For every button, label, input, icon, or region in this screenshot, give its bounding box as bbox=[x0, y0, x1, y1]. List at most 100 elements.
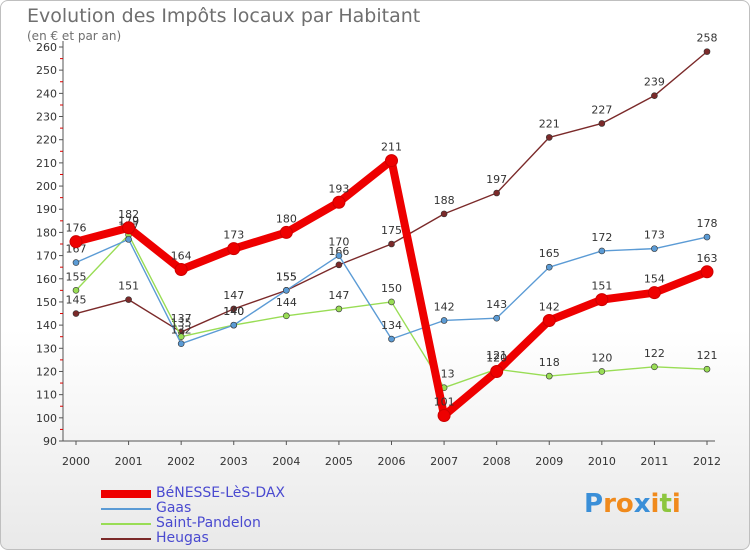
data-label-b-nesse-l-s-dax: 193 bbox=[328, 182, 349, 195]
data-label-b-nesse-l-s-dax: 120 bbox=[486, 351, 507, 364]
data-point-b-nesse-l-s-dax bbox=[332, 195, 346, 209]
data-label-heugas: 166 bbox=[328, 245, 349, 258]
data-point-saint-pandelon bbox=[388, 298, 395, 306]
data-point-b-nesse-l-s-dax bbox=[122, 221, 136, 235]
data-point-saint-pandelon bbox=[72, 287, 80, 294]
legend-label-b-nesse-l-s-dax: BéNESSE-LèS-DAX bbox=[156, 485, 286, 501]
data-label-gaas: 178 bbox=[697, 217, 718, 230]
y-tick-label: 90 bbox=[43, 435, 57, 448]
data-label-saint-pandelon: 121 bbox=[486, 349, 507, 362]
x-tick-label: 2003 bbox=[220, 455, 248, 468]
data-point-heugas bbox=[598, 120, 606, 127]
data-label-heugas: 227 bbox=[591, 103, 612, 116]
data-label-saint-pandelon: 147 bbox=[328, 289, 349, 302]
data-point-heugas bbox=[230, 305, 238, 313]
data-label-gaas: 173 bbox=[644, 229, 665, 242]
data-label-gaas: 140 bbox=[223, 305, 244, 318]
data-point-gaas bbox=[125, 236, 132, 243]
x-tick-label: 2006 bbox=[378, 455, 406, 468]
data-label-b-nesse-l-s-dax: 154 bbox=[644, 273, 665, 286]
y-tick-label: 250 bbox=[36, 64, 57, 77]
data-label-heugas: 155 bbox=[276, 270, 297, 283]
data-point-heugas bbox=[651, 92, 658, 99]
proxiti-logo: Proxiti bbox=[584, 489, 681, 519]
legend-swatch-saint-pandelon bbox=[101, 523, 151, 525]
data-label-gaas: 134 bbox=[381, 319, 402, 332]
data-point-saint-pandelon bbox=[651, 363, 658, 371]
data-label-heugas: 197 bbox=[486, 173, 507, 186]
data-label-b-nesse-l-s-dax: 101 bbox=[434, 396, 455, 409]
data-label-saint-pandelon: 118 bbox=[539, 356, 560, 369]
y-tick-label: 150 bbox=[36, 296, 57, 309]
data-point-heugas bbox=[125, 296, 132, 303]
x-tick-label: 2009 bbox=[535, 455, 563, 468]
logo-letter: o bbox=[615, 489, 634, 519]
logo-letter: t bbox=[659, 489, 672, 519]
y-tick-label: 240 bbox=[36, 87, 57, 100]
y-tick-label: 180 bbox=[36, 226, 57, 239]
data-point-heugas bbox=[703, 48, 711, 55]
data-label-gaas: 165 bbox=[539, 247, 560, 260]
data-point-b-nesse-l-s-dax bbox=[595, 293, 609, 307]
y-tick-label: 220 bbox=[36, 134, 57, 147]
data-point-saint-pandelon bbox=[545, 372, 553, 380]
logo-letter: i bbox=[671, 489, 681, 519]
data-point-saint-pandelon bbox=[335, 305, 343, 313]
x-tick-label: 2012 bbox=[693, 455, 721, 468]
data-label-heugas: 188 bbox=[434, 194, 455, 207]
data-point-gaas bbox=[545, 263, 553, 271]
x-tick-label: 2004 bbox=[272, 455, 300, 468]
legend-swatch-heugas bbox=[101, 538, 151, 540]
data-point-gaas bbox=[283, 287, 290, 294]
data-label-gaas: 167 bbox=[66, 243, 87, 256]
data-label-gaas: 142 bbox=[434, 300, 455, 313]
x-tick-label: 2007 bbox=[430, 455, 458, 468]
data-label-gaas: 143 bbox=[486, 298, 507, 311]
data-point-heugas bbox=[335, 261, 343, 269]
data-point-gaas bbox=[493, 314, 500, 322]
data-label-saint-pandelon: 135 bbox=[171, 317, 192, 330]
data-point-gaas bbox=[388, 335, 395, 343]
data-label-saint-pandelon: 120 bbox=[591, 351, 612, 364]
y-tick-label: 120 bbox=[36, 365, 57, 378]
data-label-heugas: 239 bbox=[644, 76, 665, 89]
y-tick-label: 110 bbox=[36, 389, 57, 402]
data-label-heugas: 258 bbox=[697, 32, 718, 45]
legend-label-saint-pandelon: Saint-Pandelon bbox=[156, 515, 261, 531]
data-label-gaas: 170 bbox=[328, 236, 349, 249]
data-point-heugas bbox=[440, 210, 448, 218]
data-label-saint-pandelon: 144 bbox=[276, 296, 297, 309]
data-point-b-nesse-l-s-dax bbox=[385, 154, 398, 168]
data-label-saint-pandelon: 140 bbox=[223, 305, 244, 318]
data-point-gaas bbox=[598, 247, 606, 255]
data-label-heugas: 151 bbox=[118, 280, 139, 293]
legend-label-gaas: Gaas bbox=[156, 500, 192, 516]
data-point-b-nesse-l-s-dax bbox=[490, 364, 504, 378]
data-point-gaas bbox=[177, 340, 185, 347]
data-label-gaas: 155 bbox=[276, 270, 297, 283]
data-label-b-nesse-l-s-dax: 163 bbox=[697, 252, 718, 265]
y-tick-label: 200 bbox=[36, 180, 57, 193]
data-point-b-nesse-l-s-dax bbox=[542, 313, 556, 327]
y-tick-label: 210 bbox=[36, 157, 57, 170]
y-tick-label: 140 bbox=[36, 319, 57, 332]
y-tick-label: 260 bbox=[36, 41, 57, 54]
logo-letter: r bbox=[603, 489, 616, 519]
data-label-gaas: 132 bbox=[171, 324, 192, 337]
data-label-gaas: 172 bbox=[591, 231, 612, 244]
y-tick-label: 130 bbox=[36, 342, 57, 355]
data-label-saint-pandelon: 121 bbox=[697, 349, 718, 362]
logo-letter: i bbox=[650, 489, 660, 519]
data-point-b-nesse-l-s-dax bbox=[700, 265, 714, 279]
data-label-b-nesse-l-s-dax: 182 bbox=[118, 208, 139, 221]
data-label-b-nesse-l-s-dax: 173 bbox=[223, 229, 244, 242]
chart-subtitle: (en € et par an) bbox=[27, 29, 122, 43]
legend-label-heugas: Heugas bbox=[156, 530, 209, 546]
data-point-gaas bbox=[335, 252, 343, 259]
y-tick-label: 230 bbox=[36, 111, 57, 124]
data-point-b-nesse-l-s-dax bbox=[437, 409, 451, 423]
data-point-heugas bbox=[493, 189, 500, 197]
data-point-gaas bbox=[230, 321, 238, 329]
